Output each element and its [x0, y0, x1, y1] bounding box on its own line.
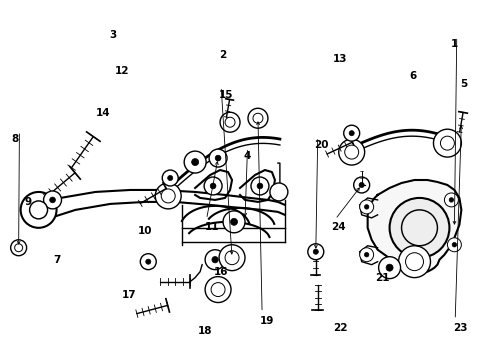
Circle shape [250, 177, 268, 195]
Circle shape [184, 151, 205, 173]
Text: 9: 9 [24, 197, 31, 207]
Text: 6: 6 [408, 71, 416, 81]
Text: 20: 20 [313, 140, 327, 150]
Text: 4: 4 [243, 150, 250, 161]
Text: 22: 22 [332, 323, 347, 333]
Circle shape [359, 248, 373, 262]
Circle shape [43, 191, 61, 209]
Circle shape [386, 264, 392, 271]
Circle shape [405, 253, 423, 271]
Circle shape [220, 112, 240, 132]
Circle shape [20, 192, 57, 228]
Text: 14: 14 [96, 108, 110, 118]
Circle shape [203, 177, 222, 195]
Circle shape [211, 257, 218, 263]
Circle shape [224, 117, 235, 127]
Circle shape [211, 283, 224, 297]
Text: 7: 7 [53, 255, 61, 265]
Polygon shape [367, 180, 461, 272]
Text: 3: 3 [109, 30, 116, 40]
Circle shape [161, 189, 175, 203]
Circle shape [353, 177, 369, 193]
Text: 18: 18 [198, 326, 212, 336]
Circle shape [252, 113, 263, 123]
Circle shape [358, 183, 364, 188]
Circle shape [140, 254, 156, 270]
Text: 19: 19 [260, 316, 274, 325]
Circle shape [155, 183, 181, 209]
Circle shape [15, 244, 22, 252]
Text: 16: 16 [214, 267, 228, 277]
Text: 1: 1 [450, 40, 457, 49]
Circle shape [440, 136, 453, 150]
Circle shape [313, 249, 318, 254]
Circle shape [338, 139, 364, 165]
Circle shape [307, 244, 323, 260]
Circle shape [348, 131, 353, 136]
Circle shape [11, 240, 26, 256]
Circle shape [210, 183, 216, 189]
Circle shape [247, 108, 267, 128]
Circle shape [364, 252, 368, 257]
Text: 23: 23 [452, 323, 467, 333]
Circle shape [364, 205, 368, 209]
Circle shape [343, 125, 359, 141]
Text: 8: 8 [11, 134, 19, 144]
Circle shape [209, 149, 226, 167]
Circle shape [215, 155, 221, 161]
Text: 5: 5 [459, 79, 467, 89]
Circle shape [432, 129, 461, 157]
Circle shape [408, 218, 428, 238]
Text: 15: 15 [219, 90, 233, 100]
Circle shape [257, 183, 262, 189]
Circle shape [448, 198, 453, 202]
Circle shape [444, 193, 457, 207]
Circle shape [224, 251, 239, 265]
Circle shape [204, 250, 224, 270]
Circle shape [230, 218, 237, 225]
Text: 10: 10 [138, 226, 152, 236]
Circle shape [30, 201, 47, 219]
Text: 21: 21 [374, 273, 389, 283]
Text: 24: 24 [330, 222, 345, 232]
Circle shape [219, 245, 244, 271]
Text: 13: 13 [332, 54, 347, 64]
Circle shape [162, 170, 178, 186]
Circle shape [359, 200, 373, 214]
Circle shape [401, 210, 437, 246]
Circle shape [389, 198, 448, 258]
Circle shape [167, 175, 172, 181]
Circle shape [447, 238, 461, 252]
Circle shape [204, 276, 230, 302]
Circle shape [145, 259, 150, 264]
Text: 2: 2 [219, 50, 226, 60]
Text: 17: 17 [122, 291, 136, 301]
Circle shape [269, 183, 287, 201]
Circle shape [223, 211, 244, 233]
Circle shape [344, 145, 358, 159]
Circle shape [451, 243, 456, 247]
Text: 12: 12 [115, 66, 129, 76]
Circle shape [191, 158, 198, 166]
Text: 11: 11 [204, 222, 219, 232]
Circle shape [378, 257, 400, 279]
Circle shape [50, 197, 55, 203]
Circle shape [398, 246, 429, 278]
